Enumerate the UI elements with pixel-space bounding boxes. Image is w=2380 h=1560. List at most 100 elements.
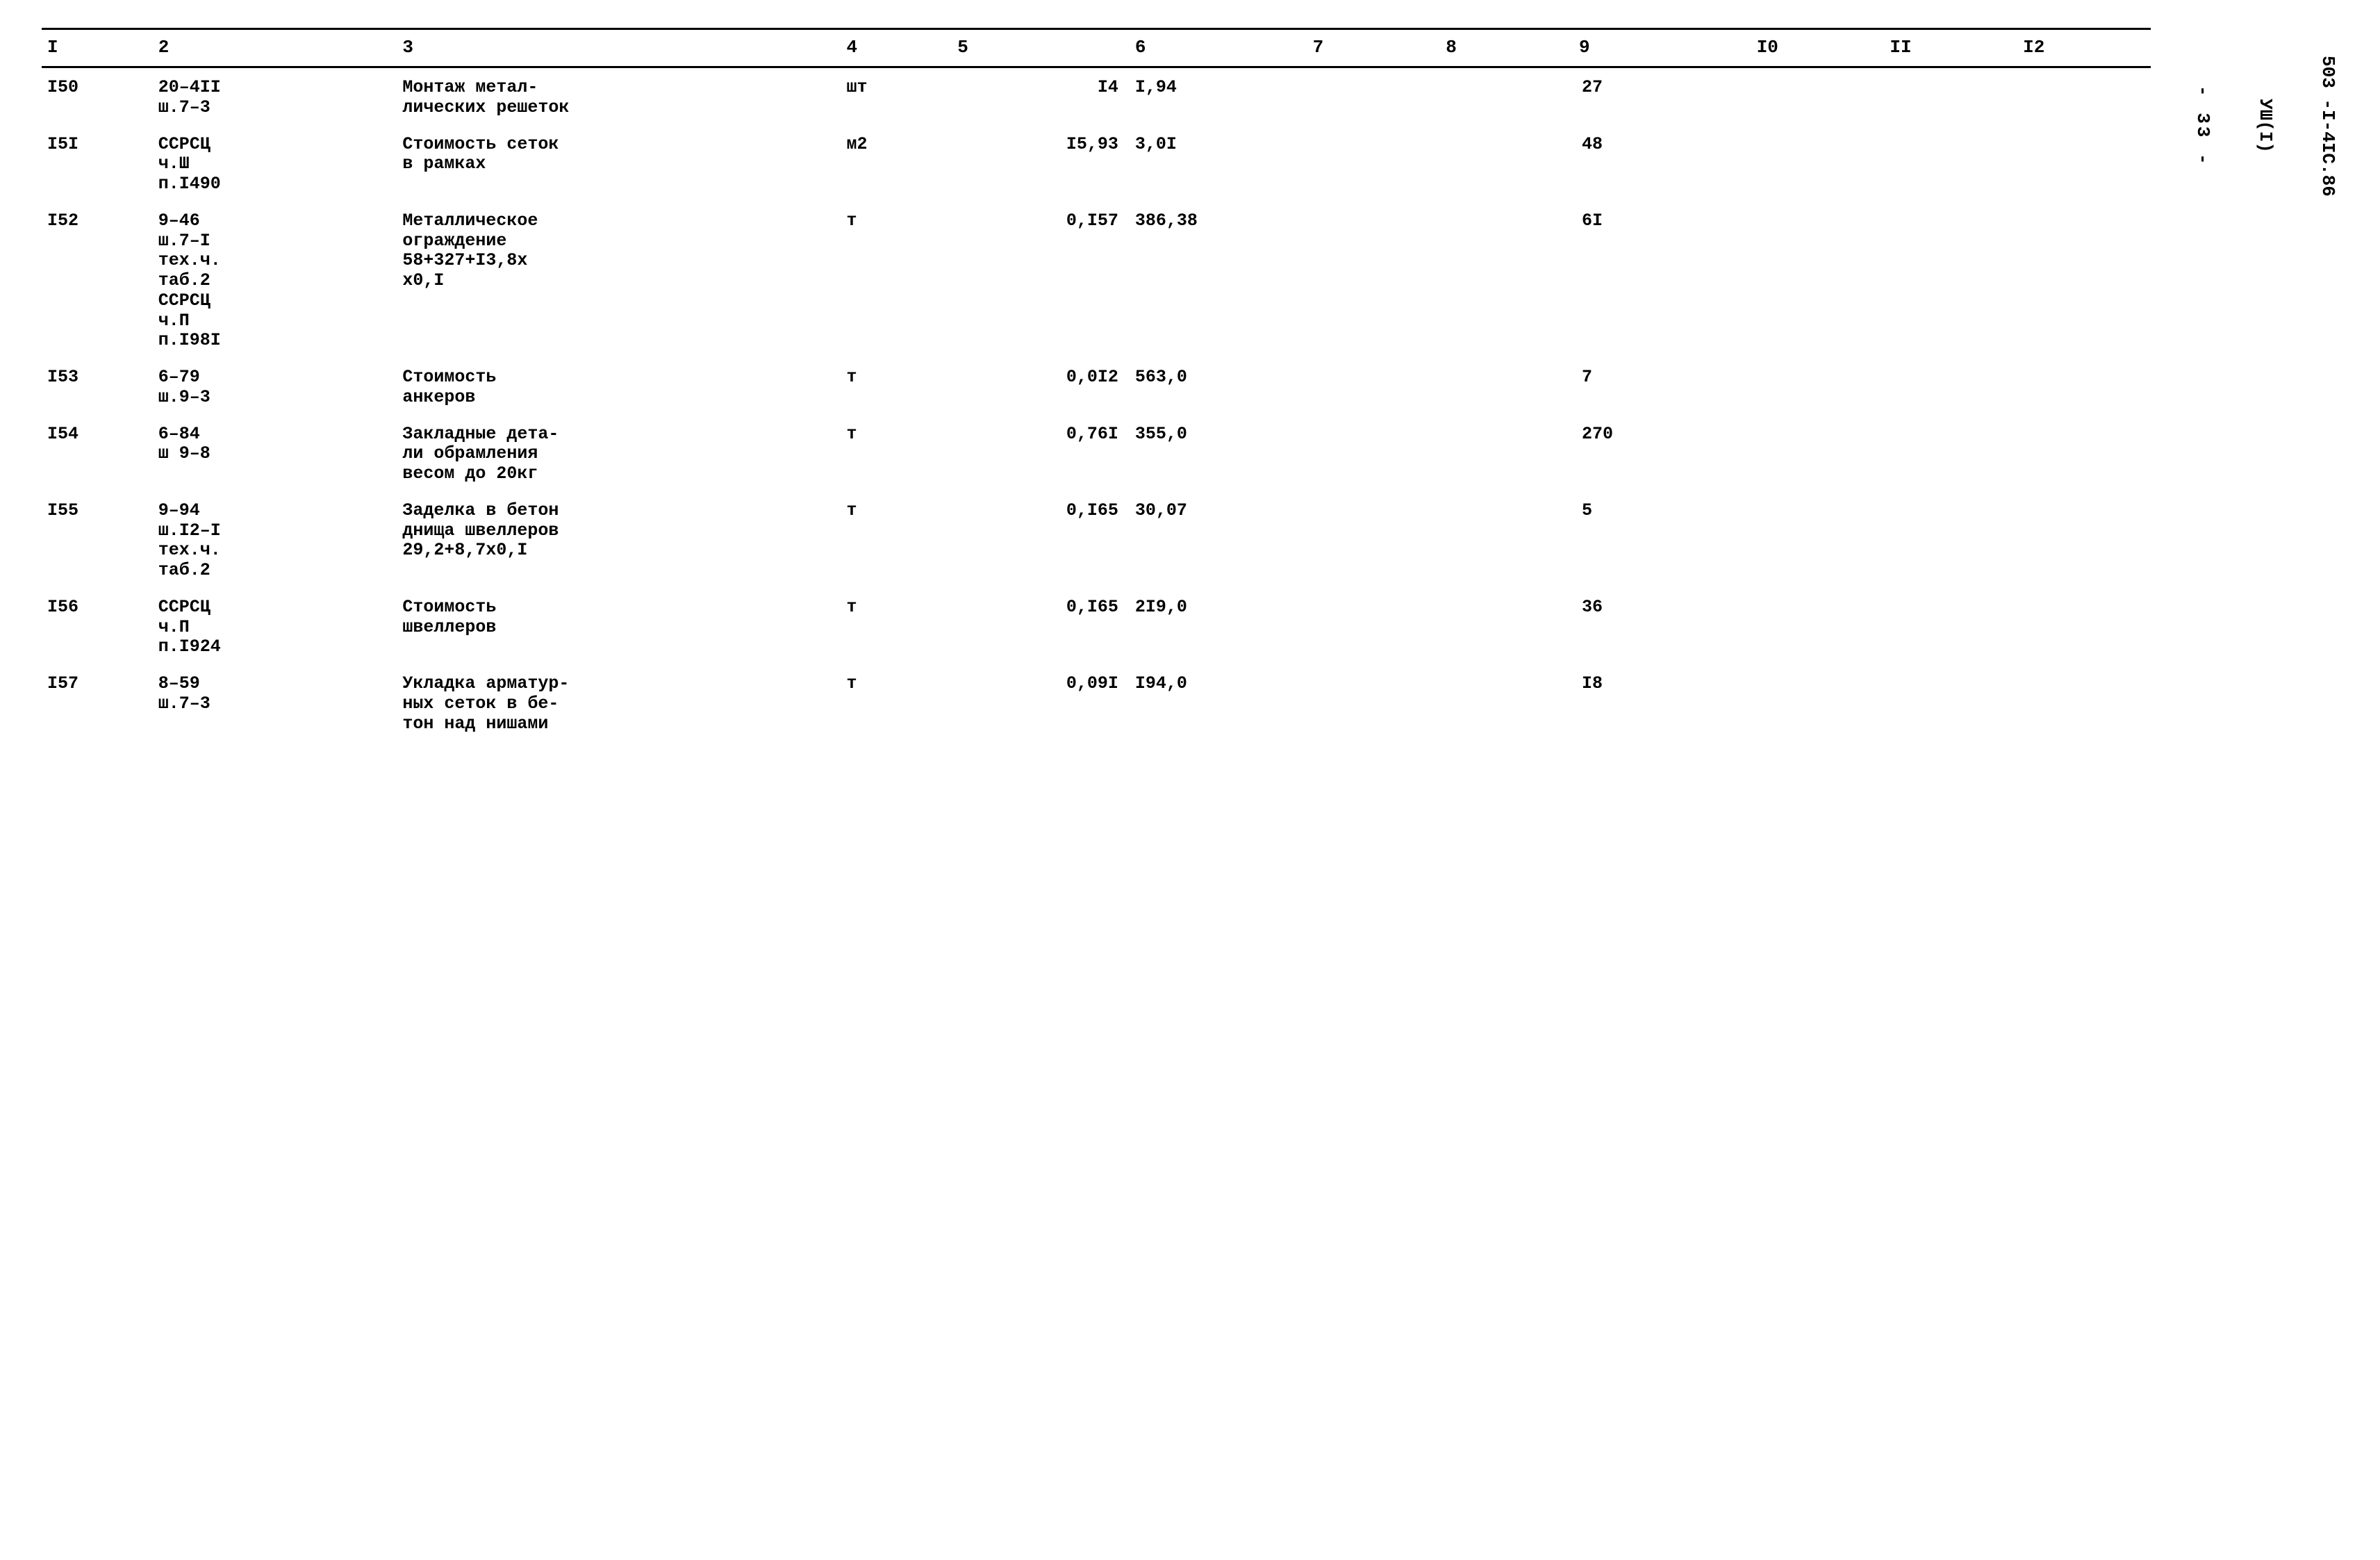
cell-c1: I54 — [42, 415, 153, 491]
col-header-6: 6 — [1130, 29, 1307, 67]
cell-c9: 27 — [1573, 67, 1751, 125]
cell-c10 — [1751, 491, 1885, 588]
cell-c8 — [1440, 67, 1573, 125]
cost-estimate-table: I 2 3 4 5 6 7 8 9 I0 II I2 I5020–4II ш.7… — [42, 28, 2151, 741]
cell-c3: Стоимость швеллеров — [397, 588, 841, 664]
col-header-2: 2 — [153, 29, 397, 67]
cell-c12 — [2017, 415, 2151, 491]
cell-c10 — [1751, 67, 1885, 125]
cell-c8 — [1440, 491, 1573, 588]
col-header-7: 7 — [1307, 29, 1441, 67]
cell-c9: 7 — [1573, 358, 1751, 415]
side-doc-code-2: УШ(I) — [2255, 99, 2276, 153]
cell-c11 — [1884, 67, 2017, 125]
cell-c4: т — [841, 491, 952, 588]
table-row: I5020–4II ш.7–3Монтаж метал- лических ре… — [42, 67, 2151, 125]
cell-c2: 6–84 ш 9–8 — [153, 415, 397, 491]
cell-c1: I52 — [42, 202, 153, 358]
side-page-number: - 33 - — [2192, 85, 2213, 167]
table-row: I578–59 ш.7–3Укладка арматур- ных сеток … — [42, 664, 2151, 741]
cell-c8 — [1440, 202, 1573, 358]
col-header-5: 5 — [952, 29, 1130, 67]
cell-c6: 30,07 — [1130, 491, 1307, 588]
cell-c3: Металлическое ограждение 58+327+I3,8x x0… — [397, 202, 841, 358]
table-row: I536–79 ш.9–3Стоимость анкеровт0,0I2563,… — [42, 358, 2151, 415]
cell-c7 — [1307, 358, 1441, 415]
cell-c11 — [1884, 664, 2017, 741]
cell-c5: 0,09I — [952, 664, 1130, 741]
table-row: I56ССРСЦ ч.П п.I924Стоимость швеллеровт0… — [42, 588, 2151, 664]
cell-c5: 0,I57 — [952, 202, 1130, 358]
cell-c1: I5I — [42, 125, 153, 202]
cell-c2: 20–4II ш.7–3 — [153, 67, 397, 125]
cell-c6: 2I9,0 — [1130, 588, 1307, 664]
cell-c12 — [2017, 664, 2151, 741]
col-header-9: 9 — [1573, 29, 1751, 67]
cell-c7 — [1307, 202, 1441, 358]
cell-c11 — [1884, 491, 2017, 588]
cell-c10 — [1751, 588, 1885, 664]
cell-c6: 355,0 — [1130, 415, 1307, 491]
cell-c10 — [1751, 202, 1885, 358]
table-header-row: I 2 3 4 5 6 7 8 9 I0 II I2 — [42, 29, 2151, 67]
cell-c7 — [1307, 125, 1441, 202]
cell-c6: I94,0 — [1130, 664, 1307, 741]
cell-c2: 8–59 ш.7–3 — [153, 664, 397, 741]
col-header-10: I0 — [1751, 29, 1885, 67]
cell-c1: I57 — [42, 664, 153, 741]
cell-c6: 563,0 — [1130, 358, 1307, 415]
cell-c11 — [1884, 202, 2017, 358]
cell-c9: 6I — [1573, 202, 1751, 358]
col-header-4: 4 — [841, 29, 952, 67]
table-row: I5IССРСЦ ч.Ш п.I490Стоимость сеток в рам… — [42, 125, 2151, 202]
col-header-3: 3 — [397, 29, 841, 67]
cell-c8 — [1440, 358, 1573, 415]
cell-c8 — [1440, 415, 1573, 491]
cell-c3: Укладка арматур- ных сеток в бе- тон над… — [397, 664, 841, 741]
cell-c4: т — [841, 358, 952, 415]
cell-c7 — [1307, 67, 1441, 125]
cell-c7 — [1307, 664, 1441, 741]
cell-c8 — [1440, 588, 1573, 664]
cell-c5: 0,I65 — [952, 491, 1130, 588]
cell-c1: I53 — [42, 358, 153, 415]
cell-c8 — [1440, 664, 1573, 741]
cell-c10 — [1751, 125, 1885, 202]
cell-c11 — [1884, 588, 2017, 664]
cell-c10 — [1751, 415, 1885, 491]
page-wrapper: I 2 3 4 5 6 7 8 9 I0 II I2 I5020–4II ш.7… — [42, 28, 2338, 741]
cell-c12 — [2017, 202, 2151, 358]
cell-c5: I4 — [952, 67, 1130, 125]
table-body: I5020–4II ш.7–3Монтаж метал- лических ре… — [42, 67, 2151, 741]
cell-c6: 386,38 — [1130, 202, 1307, 358]
cell-c4: т — [841, 588, 952, 664]
cell-c5: I5,93 — [952, 125, 1130, 202]
col-header-1: I — [42, 29, 153, 67]
col-header-8: 8 — [1440, 29, 1573, 67]
cell-c4: т — [841, 664, 952, 741]
side-doc-code-1: 503 -I-4IC.86 — [2317, 56, 2338, 197]
cell-c2: 6–79 ш.9–3 — [153, 358, 397, 415]
cell-c3: Стоимость анкеров — [397, 358, 841, 415]
cell-c5: 0,0I2 — [952, 358, 1130, 415]
cell-c4: м2 — [841, 125, 952, 202]
cell-c12 — [2017, 491, 2151, 588]
cell-c7 — [1307, 588, 1441, 664]
col-header-12: I2 — [2017, 29, 2151, 67]
main-table-wrapper: I 2 3 4 5 6 7 8 9 I0 II I2 I5020–4II ш.7… — [42, 28, 2151, 741]
cell-c6: I,94 — [1130, 67, 1307, 125]
cell-c7 — [1307, 415, 1441, 491]
cell-c4: т — [841, 202, 952, 358]
table-header: I 2 3 4 5 6 7 8 9 I0 II I2 — [42, 29, 2151, 67]
cell-c2: 9–46 ш.7–I тех.ч. таб.2 ССРСЦ ч.П п.I98I — [153, 202, 397, 358]
cell-c12 — [2017, 358, 2151, 415]
cell-c4: т — [841, 415, 952, 491]
cell-c3: Стоимость сеток в рамках — [397, 125, 841, 202]
table-row: I529–46 ш.7–I тех.ч. таб.2 ССРСЦ ч.П п.I… — [42, 202, 2151, 358]
cell-c3: Заделка в бетон днища швеллеров 29,2+8,7… — [397, 491, 841, 588]
cell-c6: 3,0I — [1130, 125, 1307, 202]
cell-c9: 48 — [1573, 125, 1751, 202]
table-row: I546–84 ш 9–8Закладные дета- ли обрамлен… — [42, 415, 2151, 491]
cell-c2: ССРСЦ ч.Ш п.I490 — [153, 125, 397, 202]
cell-c2: ССРСЦ ч.П п.I924 — [153, 588, 397, 664]
